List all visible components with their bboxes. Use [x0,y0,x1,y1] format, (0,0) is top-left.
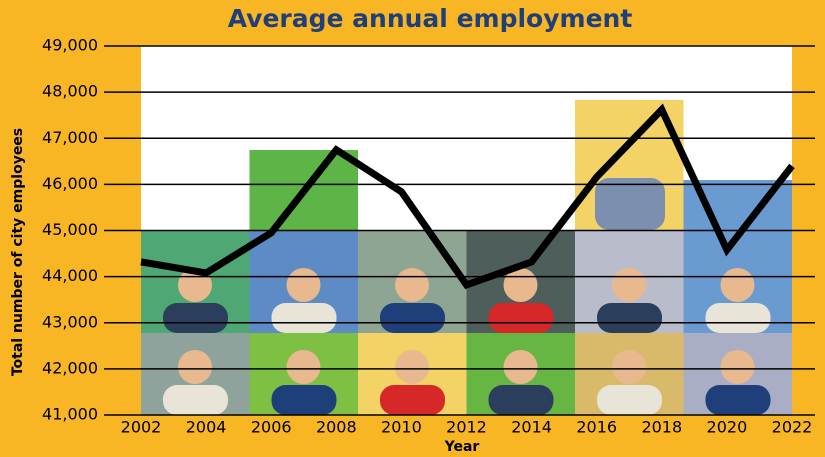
chart-title: Average annual employment [228,4,633,33]
tile-body [488,303,554,333]
x-tick-label: 2010 [381,418,422,437]
line [140,103,795,290]
y-tick-label: 41,000 [42,405,98,424]
x-tick-label: 2008 [316,418,357,437]
tile-body [380,303,445,333]
y-tick-label: 46,000 [42,174,98,193]
y-axis-label: Total number of city employees [10,128,26,376]
y-tick-label: 47,000 [42,128,98,147]
y-tick-label: 42,000 [42,358,98,377]
y-tick-label: 48,000 [42,82,98,101]
tile-head [286,350,321,384]
tile-head [720,350,755,384]
x-tick-label: 2022 [772,418,813,437]
tile-head [503,350,538,384]
tile-head [395,350,429,384]
y-tick-label: 49,000 [42,36,98,55]
tile-body [597,385,662,415]
x-tick-label: 2012 [446,418,487,437]
x-tick-label: 2014 [511,418,552,437]
x-tick-label: 2016 [576,418,617,437]
tile-head [612,350,646,384]
tile-body [271,385,337,415]
tile-head [395,268,429,302]
tile-body [595,178,665,230]
x-tick-label: 2004 [186,418,227,437]
tile-body [488,385,554,415]
x-tick-label: 2018 [641,418,682,437]
x-tick-label: 2020 [707,418,748,437]
tile-body [271,303,337,333]
tile-head [720,268,755,302]
tile-head [286,268,321,302]
tile-body [163,385,228,415]
x-tick-label: 2006 [251,418,292,437]
tile-body [705,303,771,333]
x-axis-label: Year [444,439,480,455]
tile-body [705,385,771,415]
x-tick-label: 2002 [121,418,162,437]
tile-body [597,303,662,333]
tile-head [612,268,646,302]
y-tick-label: 43,000 [42,312,98,331]
tile-head [178,350,212,384]
tile-body [163,303,228,333]
y-tick-label: 44,000 [42,266,98,285]
tile-body [380,385,445,415]
y-tick-label: 45,000 [42,220,98,239]
